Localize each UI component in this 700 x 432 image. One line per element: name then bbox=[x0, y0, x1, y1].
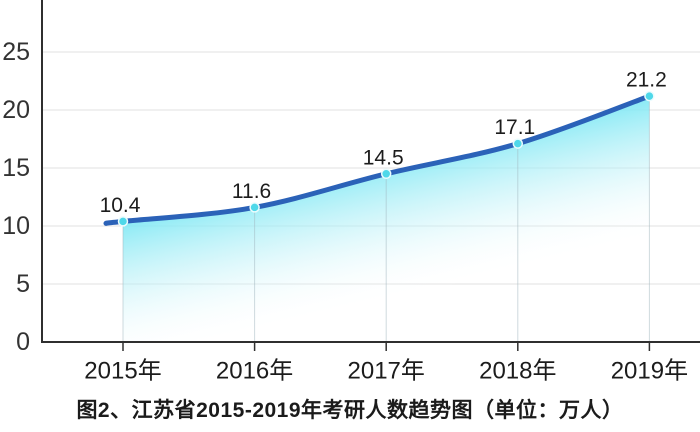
data-point-marker-2019年 bbox=[644, 90, 655, 102]
y-axis-label-10: 10 bbox=[2, 212, 30, 240]
data-point-marker-2015年 bbox=[117, 216, 129, 227]
x-axis-label-2015年: 2015年 bbox=[84, 358, 161, 385]
y-axis-label-0: 0 bbox=[16, 328, 30, 356]
value-label-2019年: 21.2 bbox=[626, 69, 667, 92]
x-axis-label-2016年: 2016年 bbox=[216, 358, 293, 385]
y-axis-label-25: 25 bbox=[2, 38, 30, 66]
x-axis-label-2017年: 2017年 bbox=[348, 358, 425, 385]
data-point-marker-2016年 bbox=[249, 202, 260, 213]
x-axis-label-2019年: 2019年 bbox=[611, 358, 688, 385]
data-point-marker-2017年 bbox=[380, 168, 392, 180]
trend-chart: 0 5 10 15 20 25 10.4 11.6 14.5 17.1 21.2 2015年 2016年… bbox=[2, 0, 700, 385]
data-point-marker-2018年 bbox=[512, 138, 524, 149]
value-label-2015年: 10.4 bbox=[100, 194, 141, 217]
value-label-2016年: 11.6 bbox=[232, 180, 271, 203]
chart-caption: 图2、江苏省2015-2019年考研人数趋势图（单位：万人） bbox=[76, 399, 624, 422]
y-axis-label-5: 5 bbox=[16, 270, 30, 298]
y-axis-label-15: 15 bbox=[2, 154, 30, 182]
value-label-2018年: 17.1 bbox=[494, 116, 535, 139]
value-label-2017年: 14.5 bbox=[363, 146, 404, 169]
x-axis-label-2018年: 2018年 bbox=[479, 358, 556, 385]
y-axis-label-20: 20 bbox=[2, 96, 30, 124]
